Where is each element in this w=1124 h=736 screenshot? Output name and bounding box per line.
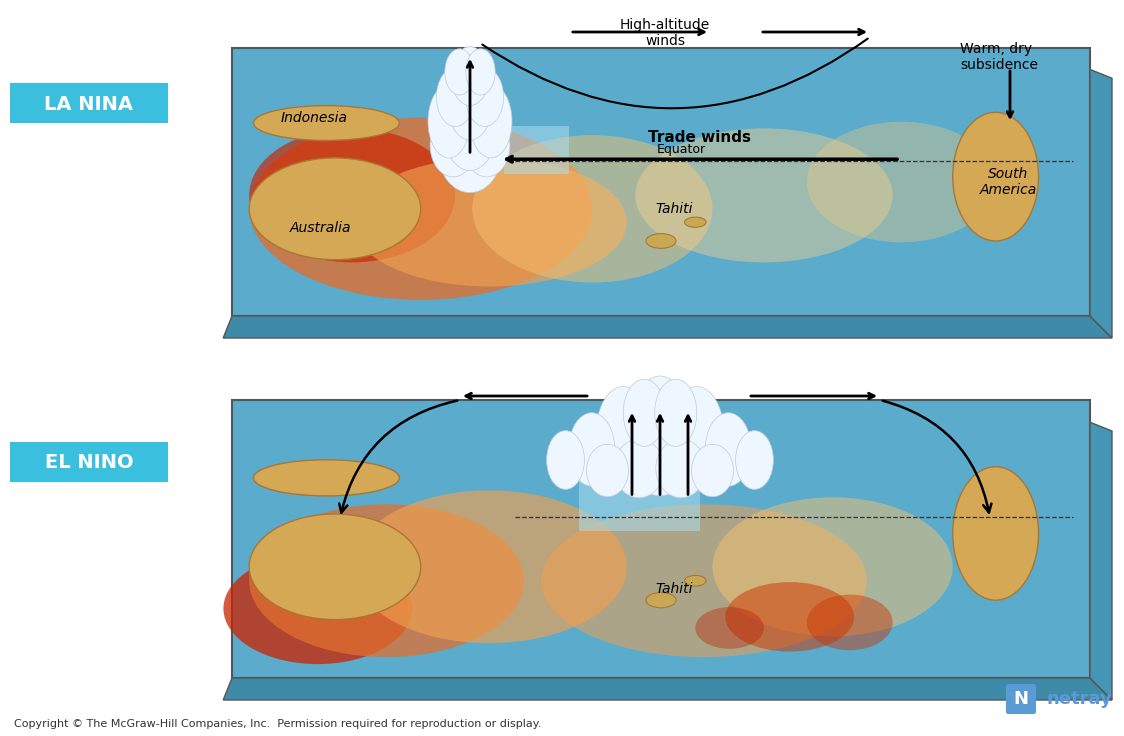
Bar	[232, 400, 1090, 678]
Polygon shape	[1090, 69, 1112, 338]
Text: netray: netray	[1046, 690, 1112, 708]
Ellipse shape	[445, 49, 474, 95]
Text: N: N	[1014, 690, 1028, 708]
FancyBboxPatch shape	[1006, 684, 1036, 714]
Ellipse shape	[953, 113, 1039, 241]
Ellipse shape	[224, 553, 413, 664]
Text: Indonesia: Indonesia	[281, 110, 347, 124]
Ellipse shape	[635, 128, 892, 263]
Ellipse shape	[352, 490, 627, 643]
Ellipse shape	[655, 439, 706, 498]
Bar	[505, 126, 569, 174]
Ellipse shape	[587, 445, 628, 497]
Ellipse shape	[438, 113, 501, 193]
Text: Tahiti: Tahiti	[655, 202, 692, 216]
Text: Trade winds: Trade winds	[649, 130, 752, 145]
Ellipse shape	[691, 445, 734, 497]
Ellipse shape	[250, 504, 524, 657]
Ellipse shape	[646, 233, 676, 248]
FancyArrowPatch shape	[482, 38, 868, 108]
Ellipse shape	[807, 121, 996, 242]
Ellipse shape	[646, 592, 676, 608]
Ellipse shape	[465, 49, 496, 95]
Ellipse shape	[451, 46, 489, 105]
Text: South
America: South America	[980, 167, 1037, 197]
Ellipse shape	[623, 379, 665, 446]
Text: Australia: Australia	[289, 221, 351, 235]
Text: Equator: Equator	[656, 144, 706, 156]
FancyArrowPatch shape	[882, 400, 991, 512]
Ellipse shape	[685, 576, 706, 586]
Text: EL NINO: EL NINO	[45, 453, 134, 473]
Ellipse shape	[596, 386, 651, 481]
Ellipse shape	[655, 379, 697, 446]
Polygon shape	[224, 316, 1112, 338]
Ellipse shape	[735, 431, 773, 489]
Ellipse shape	[614, 439, 664, 498]
Bar	[232, 48, 1090, 316]
Ellipse shape	[464, 114, 510, 177]
Ellipse shape	[569, 413, 615, 486]
Ellipse shape	[465, 68, 504, 127]
Text: Copyright © The McGraw-Hill Companies, Inc.  Permission required for reproductio: Copyright © The McGraw-Hill Companies, I…	[13, 719, 542, 729]
Text: LA NINA: LA NINA	[45, 94, 134, 113]
Ellipse shape	[436, 68, 474, 127]
Polygon shape	[1090, 422, 1112, 700]
Text: Warm, dry
subsidence: Warm, dry subsidence	[960, 42, 1037, 72]
Ellipse shape	[541, 504, 867, 657]
Bar	[580, 481, 699, 531]
Ellipse shape	[447, 60, 493, 140]
Ellipse shape	[670, 386, 724, 481]
Ellipse shape	[696, 607, 764, 649]
FancyArrowPatch shape	[339, 400, 457, 512]
Ellipse shape	[443, 82, 497, 171]
Ellipse shape	[705, 413, 751, 486]
Text: Tahiti: Tahiti	[655, 582, 692, 596]
Ellipse shape	[685, 217, 706, 227]
Ellipse shape	[472, 135, 713, 283]
Ellipse shape	[546, 431, 584, 489]
Ellipse shape	[807, 595, 892, 650]
Text: High-altitude
winds: High-altitude winds	[619, 18, 710, 48]
Ellipse shape	[352, 158, 627, 286]
Ellipse shape	[250, 118, 592, 300]
Ellipse shape	[250, 158, 420, 260]
Bar	[10, 442, 167, 482]
Ellipse shape	[470, 85, 513, 158]
Ellipse shape	[713, 498, 953, 637]
Ellipse shape	[253, 106, 399, 141]
Ellipse shape	[953, 467, 1039, 600]
Ellipse shape	[631, 376, 689, 481]
Polygon shape	[224, 678, 1112, 700]
Ellipse shape	[626, 428, 694, 496]
Ellipse shape	[430, 114, 477, 177]
Ellipse shape	[428, 85, 470, 158]
Ellipse shape	[253, 460, 399, 496]
Ellipse shape	[250, 128, 455, 263]
Ellipse shape	[725, 582, 854, 651]
Bar	[10, 83, 167, 123]
Ellipse shape	[250, 514, 420, 620]
